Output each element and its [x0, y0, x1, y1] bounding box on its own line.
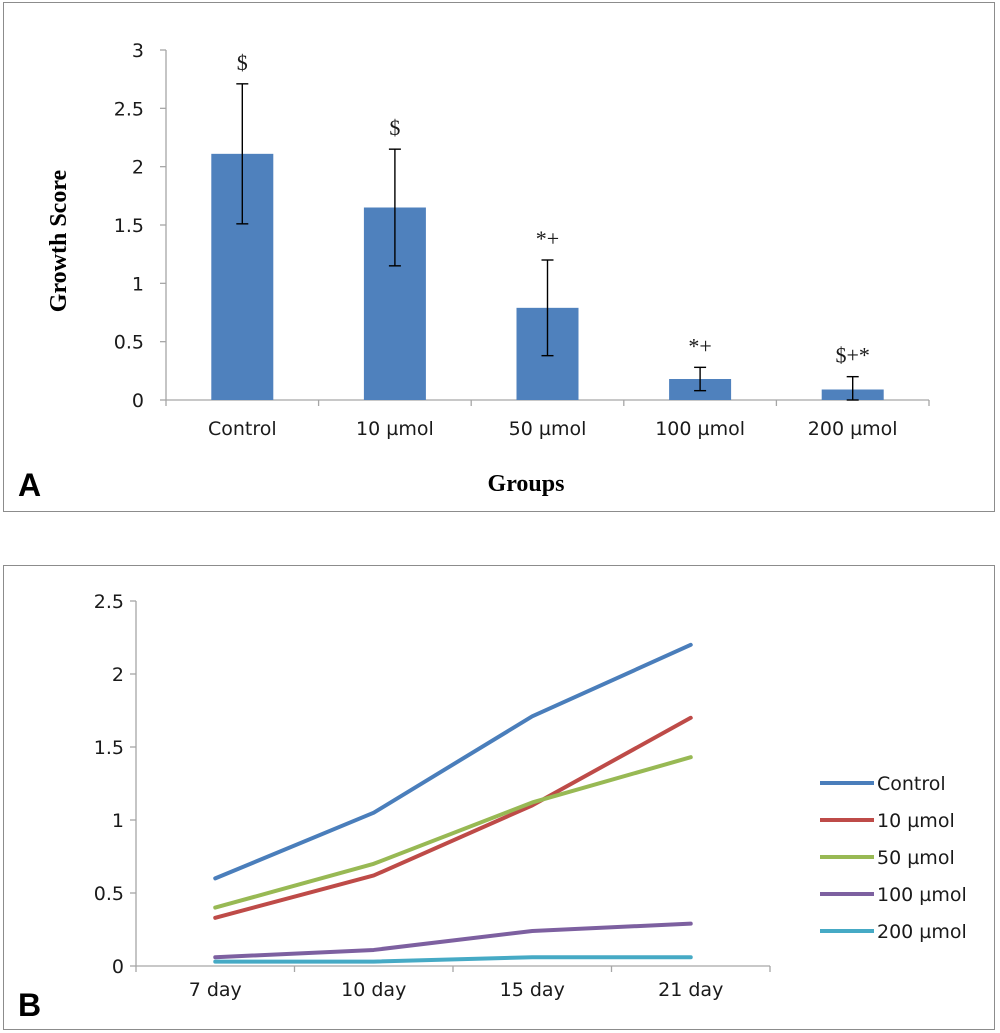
series-line — [213, 955, 693, 964]
y-tick-label: 0 — [112, 956, 124, 978]
y-axis-label: Growth Score — [46, 169, 72, 312]
y-tick-label: 1 — [132, 273, 144, 295]
y-tick-label: 0.5 — [94, 883, 124, 905]
y-tick-label: 2.5 — [94, 591, 124, 613]
x-tick-label: 100 µmol — [655, 418, 745, 440]
line-chart: B 0 0.5 1 1.5 2 2.5 7 day 10 day 15 day 21 day Con… — [18, 591, 967, 1023]
series-line — [213, 642, 693, 881]
series-line — [213, 755, 693, 910]
y-tick-label: 0 — [132, 390, 144, 412]
y-tick-label: 1.5 — [94, 737, 124, 759]
legend-label: 50 µmol — [877, 847, 955, 869]
significance-label: $+* — [835, 343, 869, 368]
x-tick-label: 7 day — [189, 979, 242, 1001]
x-tick-label: 21 day — [658, 979, 723, 1001]
series-line — [213, 715, 693, 920]
panel-b: B 0 0.5 1 1.5 2 2.5 7 day 10 day 15 day 21 day Con… — [3, 565, 995, 1030]
legend-label: 200 µmol — [877, 921, 967, 943]
significance-label: *+ — [536, 226, 559, 251]
panel-letter-a: A — [18, 467, 41, 503]
y-tick-label: 3 — [132, 40, 144, 62]
significance-label: *+ — [688, 333, 711, 358]
x-tick-label: 50 µmol — [509, 418, 587, 440]
y-tick-label: 2 — [112, 664, 124, 686]
x-axis-label: Groups — [488, 471, 565, 497]
legend-label: 100 µmol — [877, 884, 967, 906]
y-tick-label: 2.5 — [114, 98, 144, 120]
legend-label: 10 µmol — [877, 810, 955, 832]
panel-a: Growth Score Groups A 0 0.5 1 1.5 2 2.5 3 Contr… — [3, 2, 995, 512]
x-tick-label: 200 µmol — [808, 418, 898, 440]
panel-letter-b: B — [18, 987, 41, 1023]
y-tick-label: 1.5 — [114, 215, 144, 237]
x-tick-label: 10 day — [341, 979, 406, 1001]
series-line — [213, 921, 693, 960]
x-tick-label: 10 µmol — [356, 418, 434, 440]
significance-label: $ — [389, 115, 400, 140]
x-tick-label: Control — [208, 418, 277, 440]
legend-label: Control — [877, 773, 946, 795]
y-tick-label: 0.5 — [114, 332, 144, 354]
y-tick-label: 1 — [112, 810, 124, 832]
bar-chart: Growth Score Groups A 0 0.5 1 1.5 2 2.5 3 Contr… — [18, 40, 930, 503]
y-tick-label: 2 — [132, 157, 144, 179]
significance-label: $ — [237, 50, 248, 75]
x-tick-label: 15 day — [500, 979, 565, 1001]
